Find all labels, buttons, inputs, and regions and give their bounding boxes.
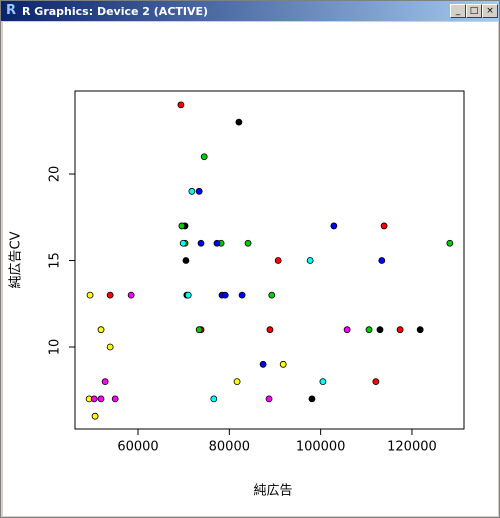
point	[127, 291, 135, 299]
point	[235, 118, 243, 126]
point	[233, 378, 241, 386]
x-axis-label: 純広告	[253, 484, 292, 499]
point	[97, 395, 105, 403]
maximize-button[interactable]: □	[466, 4, 482, 18]
point	[376, 326, 384, 334]
point	[266, 326, 274, 334]
point	[101, 378, 109, 386]
point	[319, 378, 327, 386]
x-tick-label: 80000	[209, 440, 250, 455]
point	[330, 222, 338, 230]
point	[372, 378, 380, 386]
point	[238, 291, 246, 299]
y-axis-label: 純広告CV	[9, 231, 24, 288]
chart: 純広告 純広告CV 60000 80000 100000 120000 10 15 20	[3, 22, 498, 516]
minimize-button[interactable]: _	[450, 4, 466, 18]
point	[343, 326, 351, 334]
y-tick-label: 15	[48, 252, 63, 269]
point	[221, 291, 229, 299]
point	[195, 326, 203, 334]
point	[97, 326, 105, 334]
point	[197, 239, 205, 247]
point	[265, 395, 273, 403]
x-tick-label: 60000	[117, 440, 158, 455]
point	[179, 239, 187, 247]
point	[91, 412, 99, 420]
point	[106, 291, 114, 299]
point	[274, 257, 282, 264]
x-tick-label: 120000	[387, 440, 437, 455]
point	[213, 239, 221, 247]
close-button[interactable]: ×	[482, 4, 498, 18]
plot-frame	[74, 90, 465, 430]
point	[416, 326, 424, 334]
point	[195, 187, 203, 195]
point	[111, 395, 119, 403]
point	[90, 395, 98, 403]
point	[259, 360, 267, 368]
point	[184, 291, 192, 299]
y-tick-label: 10	[48, 339, 63, 356]
y-tick-label: 20	[48, 166, 63, 183]
point	[244, 239, 252, 247]
point	[306, 257, 314, 264]
point	[188, 187, 196, 195]
point	[178, 222, 186, 230]
window-title: R Graphics: Device 2 (ACTIVE)	[22, 4, 209, 18]
point	[446, 239, 454, 247]
point	[106, 343, 114, 351]
point	[177, 101, 185, 109]
point	[396, 326, 404, 334]
title-bar: R R Graphics: Device 2 (ACTIVE)	[1, 1, 499, 21]
point	[378, 257, 386, 264]
point	[86, 291, 94, 299]
point	[210, 395, 218, 403]
point	[200, 153, 208, 161]
point	[380, 222, 388, 230]
point	[308, 395, 316, 403]
x-tick-label: 100000	[296, 440, 346, 455]
point	[365, 326, 373, 334]
point	[279, 360, 287, 368]
r-icon: R	[5, 3, 16, 18]
point	[182, 257, 190, 264]
point	[268, 291, 276, 299]
